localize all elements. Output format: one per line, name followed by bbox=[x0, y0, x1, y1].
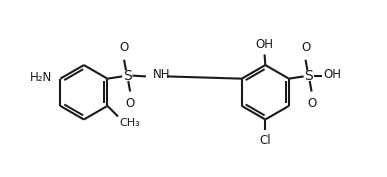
Text: NH: NH bbox=[153, 68, 170, 81]
Text: H₂N: H₂N bbox=[30, 71, 52, 84]
Text: S: S bbox=[123, 69, 132, 83]
Text: O: O bbox=[120, 41, 129, 55]
Text: O: O bbox=[125, 97, 135, 110]
Text: CH₃: CH₃ bbox=[120, 118, 140, 128]
Text: O: O bbox=[307, 97, 316, 110]
Text: Cl: Cl bbox=[260, 134, 271, 147]
Text: S: S bbox=[304, 69, 313, 83]
Text: O: O bbox=[301, 41, 310, 55]
Text: OH: OH bbox=[255, 38, 274, 51]
Text: OH: OH bbox=[323, 68, 341, 81]
